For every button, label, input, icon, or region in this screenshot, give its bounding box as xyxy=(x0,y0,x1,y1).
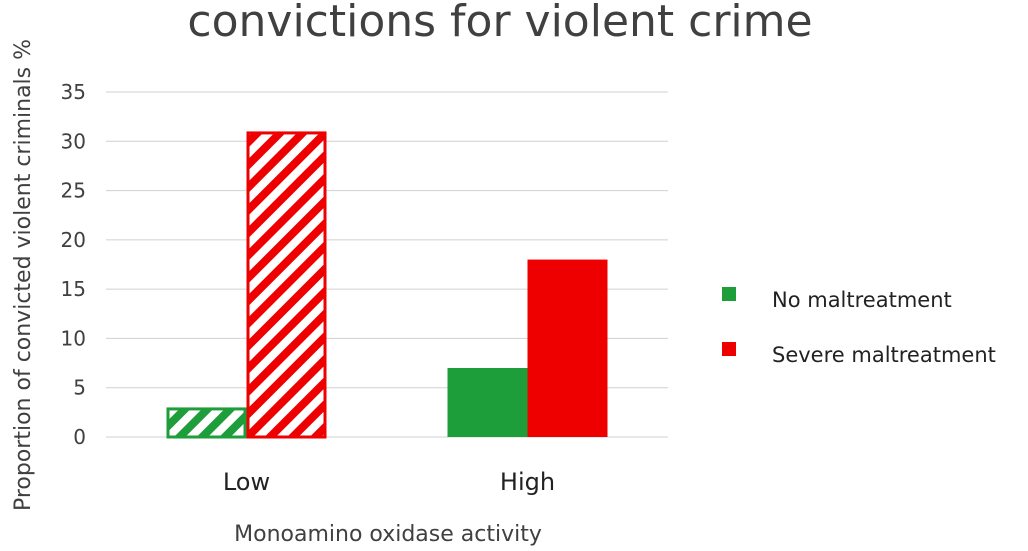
y-tick-label: 0 xyxy=(73,425,86,449)
x-category-label: Low xyxy=(223,468,270,496)
legend-swatch xyxy=(722,342,736,356)
bar-no-maltreatment-high xyxy=(447,368,528,437)
y-tick-label: 20 xyxy=(61,228,86,252)
gridlines xyxy=(106,91,668,438)
y-axis-ticks: 0 5 10 15 20 25 30 35 xyxy=(61,80,86,449)
y-tick-label: 30 xyxy=(61,129,86,153)
bar-severe-maltreatment-high xyxy=(527,259,608,437)
x-axis-label: Monoamino oxidase activity xyxy=(234,522,542,547)
y-tick-label: 25 xyxy=(61,179,86,203)
legend-label: Severe maltreatment xyxy=(772,343,996,367)
y-tick-label: 35 xyxy=(61,80,86,104)
y-tick-label: 5 xyxy=(73,376,86,400)
x-category-label: High xyxy=(500,468,555,496)
bar-no-maltreatment-low xyxy=(166,407,247,439)
y-tick-label: 10 xyxy=(61,326,86,350)
legend-swatch xyxy=(722,287,736,301)
bar-severe-maltreatment-low xyxy=(246,131,327,439)
x-axis-categories: Low High xyxy=(223,468,555,496)
y-tick-label: 15 xyxy=(61,277,86,301)
y-axis-label: Proportion of convicted violent criminal… xyxy=(11,39,36,511)
legend: No maltreatment Severe maltreatment xyxy=(722,287,996,367)
bars xyxy=(166,131,608,439)
legend-label: No maltreatment xyxy=(772,288,952,312)
chart-title: convictions for violent crime xyxy=(187,0,812,47)
